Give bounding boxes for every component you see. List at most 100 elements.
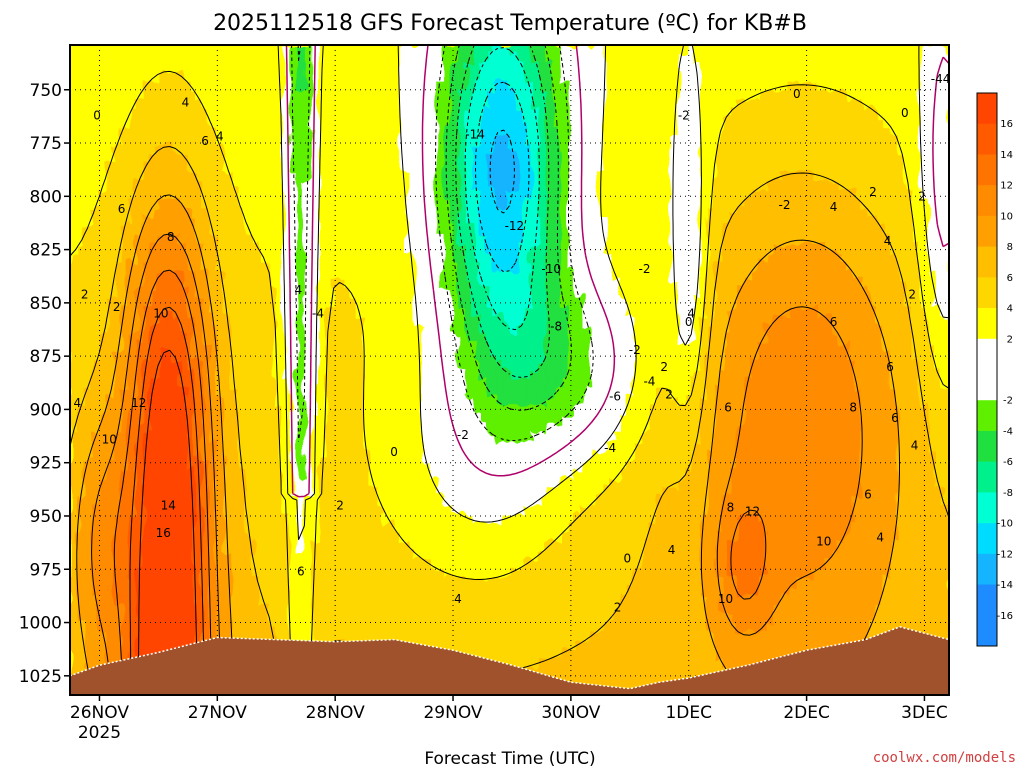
field-cell <box>861 108 870 118</box>
field-cell <box>890 324 899 335</box>
field-cell <box>692 54 701 64</box>
field-cell <box>626 279 635 290</box>
field-cell <box>201 72 210 82</box>
field-cell <box>721 99 730 109</box>
field-cell <box>384 415 393 425</box>
field-cell <box>612 108 620 118</box>
field-cell <box>319 162 327 172</box>
field-cell <box>238 54 247 64</box>
field-cell <box>721 216 730 227</box>
field-cell <box>70 261 78 272</box>
field-cell <box>355 216 364 227</box>
field-cell <box>714 252 723 263</box>
field-cell <box>692 379 701 389</box>
field-cell <box>927 288 935 299</box>
field-cell <box>714 397 723 407</box>
field-cell <box>187 189 196 200</box>
field-cell <box>736 45 745 55</box>
field-cell <box>157 342 166 353</box>
field-cell <box>590 333 598 344</box>
field-cell <box>538 397 547 407</box>
field-cell <box>106 153 115 163</box>
field-cell <box>817 72 826 82</box>
field-cell <box>201 315 210 326</box>
field-cell <box>194 351 203 362</box>
field-cell <box>699 216 708 227</box>
field-cell <box>428 135 437 145</box>
field-cell <box>743 144 752 154</box>
field-cell <box>597 406 606 416</box>
field-cell <box>912 306 921 317</box>
field-cell <box>941 306 949 317</box>
field-cell <box>765 189 774 200</box>
field-cell <box>765 360 774 371</box>
field-cell <box>597 180 606 191</box>
field-cell <box>934 126 943 136</box>
field-cell <box>77 45 86 55</box>
field-cell <box>179 225 188 236</box>
field-cell <box>927 90 935 100</box>
field-cell <box>597 397 606 407</box>
field-cell <box>113 45 122 55</box>
field-cell <box>370 234 379 245</box>
field-cell <box>384 288 393 299</box>
field-cell <box>194 117 203 127</box>
field-cell <box>370 288 379 299</box>
field-cell <box>692 397 701 407</box>
field-cell <box>707 360 716 371</box>
field-cell <box>868 333 877 344</box>
field-cell <box>443 162 452 172</box>
field-cell <box>912 379 921 389</box>
field-cell <box>905 90 913 100</box>
field-cell <box>890 90 899 100</box>
field-cell <box>333 324 342 335</box>
field-cell <box>502 333 511 344</box>
field-cell <box>597 324 606 335</box>
field-cell <box>831 207 840 218</box>
field-cell <box>436 180 445 191</box>
field-cell <box>157 243 166 254</box>
field-cell <box>428 360 437 371</box>
field-cell <box>282 90 291 100</box>
field-cell <box>260 189 269 200</box>
field-cell <box>187 351 196 362</box>
field-cell <box>70 243 78 254</box>
field-cell <box>853 261 862 272</box>
field-cell <box>699 144 708 154</box>
field-cell <box>253 234 262 245</box>
field-cell <box>560 72 569 82</box>
field-cell <box>106 63 115 73</box>
field-cell <box>363 342 371 353</box>
field-cell <box>663 45 672 55</box>
field-cell <box>656 45 664 55</box>
field-cell <box>472 225 481 236</box>
field-cell <box>304 81 313 91</box>
field-cell <box>348 45 357 55</box>
field-cell <box>553 225 562 236</box>
field-cell <box>216 63 225 73</box>
field-cell <box>121 117 130 127</box>
field-cell <box>384 234 393 245</box>
field-cell <box>597 379 606 389</box>
field-cell <box>443 153 452 163</box>
field-cell <box>765 63 774 73</box>
field-cell <box>70 252 78 263</box>
field-cell <box>795 297 804 308</box>
field-cell <box>780 379 789 389</box>
field-cell <box>84 324 93 335</box>
field-cell <box>297 324 305 335</box>
field-cell <box>853 288 862 299</box>
field-cell <box>487 81 496 91</box>
field-cell <box>758 279 767 290</box>
field-cell <box>780 270 789 281</box>
field-cell <box>560 360 569 371</box>
field-cell <box>648 216 657 227</box>
field-cell <box>245 379 254 389</box>
field-cell <box>363 162 371 172</box>
field-cell <box>297 45 305 55</box>
field-cell <box>516 279 525 290</box>
field-cell <box>839 342 848 353</box>
field-cell <box>773 216 782 227</box>
field-cell <box>809 189 818 200</box>
field-cell <box>905 144 913 154</box>
